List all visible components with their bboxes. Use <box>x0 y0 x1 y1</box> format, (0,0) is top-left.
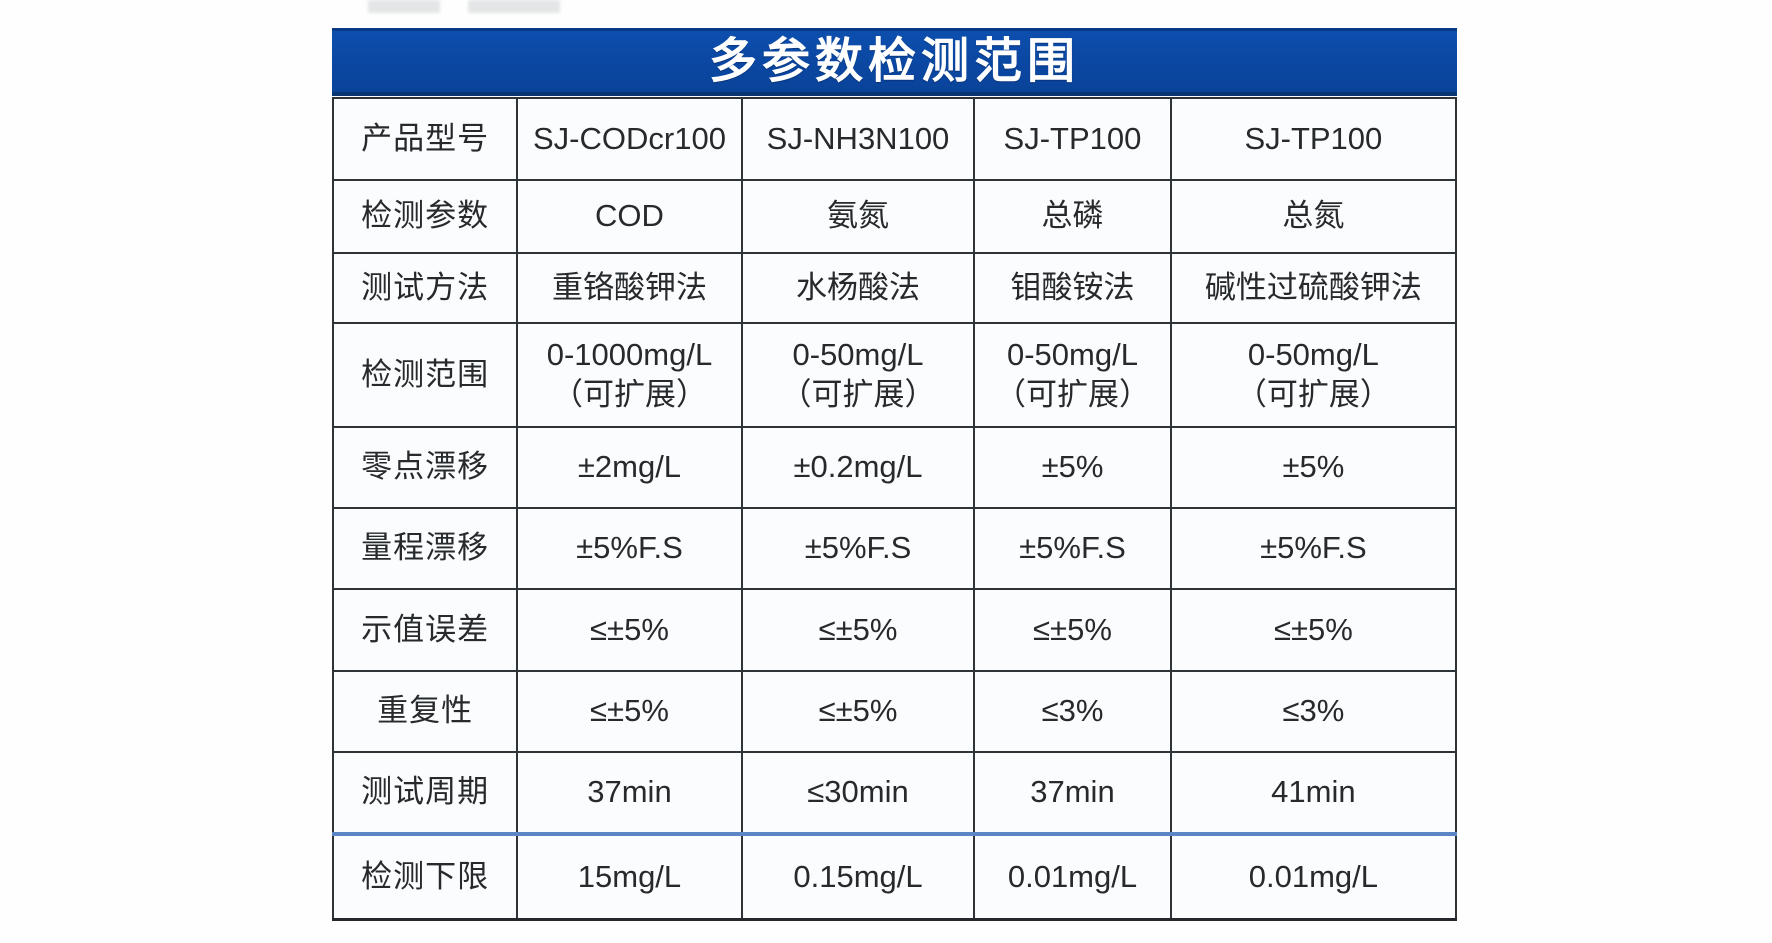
spec-cell: 0-50mg/L （可扩展） <box>1169 322 1458 428</box>
spec-cell: ±2mg/L <box>516 426 743 509</box>
row-label: 产品型号 <box>331 97 519 181</box>
table-row-detection-range: 检测范围 0-1000mg/L （可扩展） 0-50mg/L （可扩展） 0-5… <box>331 322 1458 428</box>
spec-cell: 总磷 <box>973 179 1172 254</box>
row-label: 重复性 <box>331 670 519 753</box>
spec-cell: 重铬酸钾法 <box>516 252 743 324</box>
table-row-parameter: 检测参数 COD 氨氮 总磷 总氮 <box>331 179 1458 254</box>
product-spec-panel: 多参数检测范围 产品型号 SJ-CODcr100 SJ-NH3N100 SJ-T… <box>331 28 1458 921</box>
spec-cell: ±5% <box>973 426 1172 509</box>
spec-cell: SJ-NH3N100 <box>740 97 976 181</box>
cropped-text-remnant <box>368 0 440 13</box>
table-row-test-method: 测试方法 重铬酸钾法 水杨酸法 钼酸铵法 碱性过硫酸钾法 <box>331 252 1458 324</box>
spec-cell: 碱性过硫酸钾法 <box>1169 252 1458 324</box>
spec-cell: 钼酸铵法 <box>973 252 1172 324</box>
spec-cell: 0-50mg/L （可扩展） <box>740 322 976 428</box>
spec-cell: ±5%F.S <box>1169 507 1458 590</box>
row-label: 量程漂移 <box>331 507 519 590</box>
cropped-text-remnant <box>468 0 560 13</box>
row-label: 检测下限 <box>331 832 519 920</box>
spec-cell: ≤±5% <box>973 588 1172 672</box>
spec-cell: 0-50mg/L （可扩展） <box>973 322 1172 428</box>
spec-table: 产品型号 SJ-CODcr100 SJ-NH3N100 SJ-TP100 SJ-… <box>331 97 1458 921</box>
row-label: 测试方法 <box>331 252 519 324</box>
spec-cell: ±5% <box>1169 426 1458 509</box>
spec-cell: ≤±5% <box>740 588 976 672</box>
table-row-span-drift: 量程漂移 ±5%F.S ±5%F.S ±5%F.S ±5%F.S <box>331 507 1458 590</box>
spec-cell: 0-1000mg/L （可扩展） <box>516 322 743 428</box>
spec-cell: ±5%F.S <box>740 507 976 590</box>
spec-cell: COD <box>516 179 743 254</box>
table-row-product-model: 产品型号 SJ-CODcr100 SJ-NH3N100 SJ-TP100 SJ-… <box>331 97 1458 181</box>
spec-cell: 0.15mg/L <box>740 832 976 920</box>
spec-cell: ≤30min <box>740 751 976 835</box>
table-title: 多参数检测范围 <box>708 34 1080 88</box>
spec-cell: 37min <box>973 751 1172 835</box>
spec-cell: ≤±5% <box>516 670 743 753</box>
table-row-test-cycle: 测试周期 37min ≤30min 37min 41min <box>331 751 1458 835</box>
row-label: 检测参数 <box>331 179 519 254</box>
spec-cell: 0.01mg/L <box>1169 832 1458 920</box>
row-label: 零点漂移 <box>331 426 519 509</box>
spec-cell: 总氮 <box>1169 179 1458 254</box>
spec-cell: 41min <box>1169 751 1458 835</box>
spec-cell: ±0.2mg/L <box>740 426 976 509</box>
spec-cell: 水杨酸法 <box>740 252 976 324</box>
spec-cell: SJ-TP100 <box>1169 97 1458 181</box>
spec-cell: ≤±5% <box>740 670 976 753</box>
row-label: 示值误差 <box>331 588 519 672</box>
table-row-indication-error: 示值误差 ≤±5% ≤±5% ≤±5% ≤±5% <box>331 588 1458 672</box>
spec-cell: ≤±5% <box>516 588 743 672</box>
row-label: 测试周期 <box>331 751 519 835</box>
spec-cell: 37min <box>516 751 743 835</box>
spec-cell: 15mg/L <box>516 832 743 920</box>
spec-cell: SJ-TP100 <box>973 97 1172 181</box>
spec-cell: 氨氮 <box>740 179 976 254</box>
spec-cell: ≤3% <box>973 670 1172 753</box>
table-row-detection-limit: 检测下限 15mg/L 0.15mg/L 0.01mg/L 0.01mg/L <box>331 832 1458 920</box>
spec-cell: 0.01mg/L <box>973 832 1172 920</box>
spec-cell: ±5%F.S <box>973 507 1172 590</box>
spec-cell: ≤3% <box>1169 670 1458 753</box>
table-row-repeatability: 重复性 ≤±5% ≤±5% ≤3% ≤3% <box>331 670 1458 753</box>
spec-cell: SJ-CODcr100 <box>516 97 743 181</box>
row-label: 检测范围 <box>331 322 519 428</box>
spec-cell: ±5%F.S <box>516 507 743 590</box>
spec-cell: ≤±5% <box>1169 588 1458 672</box>
table-title-banner: 多参数检测范围 <box>332 28 1457 96</box>
table-row-zero-drift: 零点漂移 ±2mg/L ±0.2mg/L ±5% ±5% <box>331 426 1458 509</box>
